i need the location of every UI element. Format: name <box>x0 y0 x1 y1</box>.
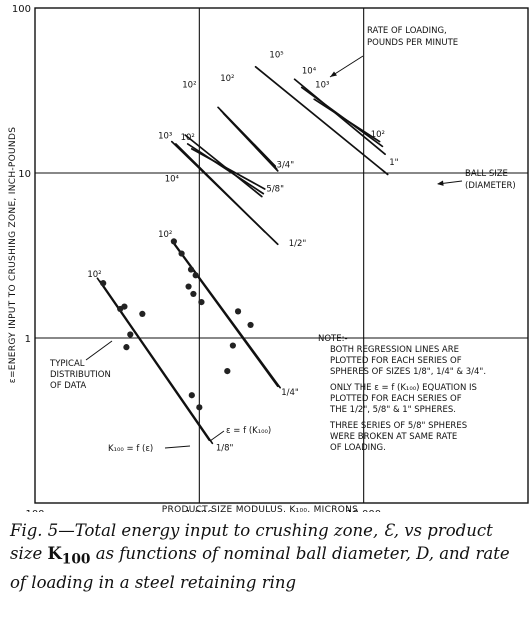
plot-frame <box>34 7 529 504</box>
rate-label: 10⁴ <box>302 67 317 77</box>
caption-k-sub: 100 <box>61 551 91 568</box>
typical-label: OF DATA <box>50 381 86 391</box>
regression-line <box>99 280 214 445</box>
data-point <box>170 238 177 245</box>
figure-caption: Fig. 5—Total energy input to crushing zo… <box>10 519 525 594</box>
x-axis-label: PRODUCT SIZE MODULUS, K₁₀₀, MICRONS <box>162 505 358 512</box>
equation-lower: K₁₀₀ = f (ε) <box>108 444 153 454</box>
typical-arrow <box>85 340 113 361</box>
equation-upper: ε = f (K₁₀₀) <box>226 426 271 436</box>
rate-label: 10² <box>158 230 172 240</box>
data-point <box>196 404 203 411</box>
regression-line <box>174 243 281 389</box>
caption-lead: Fig. 5—Total energy input to crushing zo… <box>10 521 384 540</box>
x-tick-label: 10,000 <box>346 509 381 512</box>
rate-title: POUNDS PER MINUTE <box>367 38 458 48</box>
rate-arrow-head <box>330 71 337 77</box>
rate-label: 10² <box>87 270 101 280</box>
data-point <box>187 266 195 273</box>
caption-k: K100 <box>47 544 91 568</box>
note-line: OF LOADING. <box>330 443 386 453</box>
data-point <box>139 310 146 317</box>
caption-symbol: Ɛ <box>383 521 394 540</box>
series-label: 1" <box>389 158 398 168</box>
typical-label: TYPICAL <box>49 359 85 369</box>
rate-label: 10² <box>371 130 385 140</box>
data-point <box>190 290 197 298</box>
equation-lower-pointer <box>164 445 191 449</box>
x-tick-label: 100 <box>25 509 44 512</box>
ball-size-label: BALL SIZE <box>465 169 508 179</box>
data-point <box>192 272 199 279</box>
data-point <box>123 344 130 351</box>
note-line: WERE BROKEN AT SAME RATE <box>330 432 457 442</box>
note-line: PLOTTED FOR EACH SERIES OF <box>330 356 462 366</box>
y-tick-label: 100 <box>12 4 31 15</box>
rate-label: 10² <box>181 133 195 143</box>
series-label: 1/2" <box>289 239 307 249</box>
series-label: 3/4" <box>277 160 295 170</box>
regression-line <box>222 112 279 172</box>
rate-label: 10³ <box>158 131 172 141</box>
rate-label: 10⁵ <box>269 51 283 61</box>
rate-label: 10³ <box>315 80 329 90</box>
chart: 100 1,000 10,000 100 10 1 PRODUCT SIZE MODULUS… <box>8 4 529 512</box>
data-point <box>234 308 242 315</box>
x-tick-label: 1,000 <box>185 509 214 512</box>
note-line: THREE SERIES OF 5/8" SPHERES <box>329 421 467 431</box>
data-point <box>188 392 195 399</box>
caption-mid: , vs product size <box>10 521 493 563</box>
note-title: NOTE:- <box>318 334 348 344</box>
rate-label: 10² <box>220 74 234 84</box>
series-label: 1/8" <box>216 444 234 454</box>
y-axis-label: ε=ENERGY INPUT TO CRUSHING ZONE, INCH-PO… <box>8 127 18 383</box>
rate-label: 10⁴ <box>165 174 180 184</box>
data-point <box>198 299 205 306</box>
note-line: SPHERES OF SIZES 1/8", 1/4" & 3/4". <box>330 367 486 377</box>
equation-upper-pointer <box>209 430 225 442</box>
regression-line <box>190 148 266 190</box>
typical-label: DISTRIBUTION <box>50 370 111 380</box>
data-point <box>229 342 236 349</box>
data-point <box>121 303 128 310</box>
data-point <box>100 280 107 287</box>
series-label: 1/4" <box>281 388 299 398</box>
regression-line <box>254 65 389 176</box>
data-point <box>178 250 185 257</box>
note-line: ONLY THE ε = f (K₁₀₀) EQUATION IS <box>330 383 477 393</box>
caption-rest: as functions of nominal ball diameter, D… <box>10 544 510 593</box>
y-tick-label: 1 <box>25 334 31 345</box>
rate-label: 10² <box>182 80 196 90</box>
note-line: THE 1/2", 5/8" & 1" SPHERES. <box>329 405 456 415</box>
note-line: BOTH REGRESSION LINES ARE <box>330 345 459 355</box>
ball-size-arrow-head <box>437 180 444 186</box>
note-line: PLOTTED FOR EACH SERIES OF <box>330 394 462 404</box>
rate-title: RATE OF LOADING, <box>367 26 447 36</box>
data-point <box>224 368 231 375</box>
y-tick-label: 10 <box>18 169 31 180</box>
regression-line <box>186 143 265 195</box>
data-point <box>127 331 134 338</box>
series-label: 5/8" <box>266 185 284 195</box>
regression-line <box>313 98 381 143</box>
ball-size-label: (DIAMETER) <box>465 181 516 191</box>
data-point <box>247 321 254 329</box>
regression-line <box>175 143 266 233</box>
data-point <box>185 283 192 290</box>
